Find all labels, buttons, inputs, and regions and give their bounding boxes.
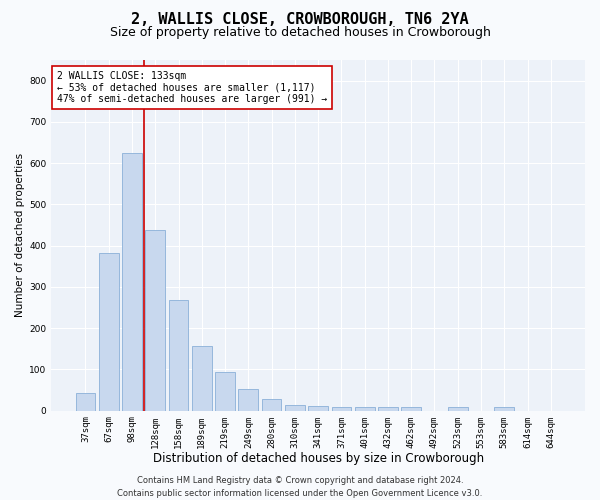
Bar [494,408,514,410]
Y-axis label: Number of detached properties: Number of detached properties [15,154,25,318]
Bar [355,406,374,410]
Bar [76,394,95,410]
Bar [215,372,235,410]
Bar [378,406,398,410]
Bar [99,252,119,410]
Text: Contains HM Land Registry data © Crown copyright and database right 2024.
Contai: Contains HM Land Registry data © Crown c… [118,476,482,498]
Bar [192,346,212,410]
Bar [332,406,352,410]
Text: Size of property relative to detached houses in Crowborough: Size of property relative to detached ho… [110,26,490,39]
Bar [145,230,165,410]
Bar [285,404,305,410]
Bar [448,406,467,410]
Text: 2 WALLIS CLOSE: 133sqm
← 53% of detached houses are smaller (1,117)
47% of semi-: 2 WALLIS CLOSE: 133sqm ← 53% of detached… [56,70,327,104]
Bar [238,389,258,410]
Bar [122,153,142,410]
Text: 2, WALLIS CLOSE, CROWBOROUGH, TN6 2YA: 2, WALLIS CLOSE, CROWBOROUGH, TN6 2YA [131,12,469,28]
Bar [308,406,328,410]
Bar [262,399,281,410]
Bar [401,406,421,410]
Bar [169,300,188,410]
X-axis label: Distribution of detached houses by size in Crowborough: Distribution of detached houses by size … [152,452,484,465]
